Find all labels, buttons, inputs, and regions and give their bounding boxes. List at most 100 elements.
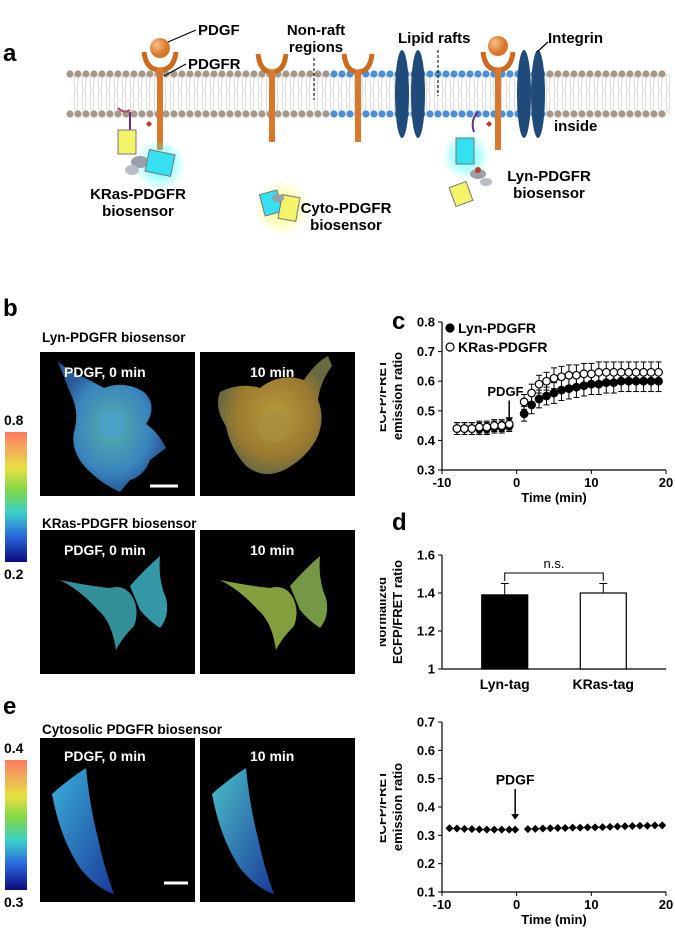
cyto-image-0min: PDGF, 0 min [40, 738, 195, 902]
data-point-kras [542, 376, 551, 386]
lipid-head [114, 70, 122, 78]
lipid-head [610, 70, 618, 78]
lipid-head [634, 110, 642, 118]
y-axis-label-line1: Normalized [380, 577, 389, 647]
lipid-head [378, 70, 386, 78]
lipid-head [242, 70, 250, 78]
lipid-head [594, 110, 602, 118]
data-point-lyn [654, 376, 663, 386]
panel-label-b: b [3, 295, 18, 322]
y-tick-label: 0.2 [417, 856, 435, 871]
lipid-head [474, 110, 482, 118]
lipid-head [642, 70, 650, 78]
lipid-head [586, 70, 594, 78]
lipid-head [306, 70, 314, 78]
x-tick-label: -10 [433, 475, 452, 490]
label-cyto-line2: biosensor [310, 217, 382, 234]
lipid-head [322, 110, 330, 118]
data-point [546, 824, 555, 833]
lipid-head [346, 110, 354, 118]
data-point-kras [579, 369, 589, 379]
y-tick-label: 1.6 [417, 548, 435, 563]
lipid-head [66, 110, 74, 118]
label-pdgf: PDGF [198, 22, 240, 39]
label-kras-line1: KRas-PDGFR [90, 186, 186, 203]
lipid-head [602, 70, 610, 78]
lipid-head [386, 110, 394, 118]
data-point [511, 825, 520, 834]
lipid-heads-bottom [66, 110, 666, 118]
data-point-lyn [601, 378, 611, 388]
lipid-head [338, 70, 346, 78]
lipid-head [114, 110, 122, 118]
lipid-head [330, 110, 338, 118]
label-inside: inside [554, 118, 598, 135]
lipid-head [90, 110, 98, 118]
lipid-head [554, 70, 562, 78]
lipid-head [546, 70, 554, 78]
cyto-0min-label: PDGF, 0 min [64, 748, 146, 764]
x-category-label: Lyn-tag [480, 676, 530, 692]
lipid-head [634, 70, 642, 78]
lipid-head [98, 110, 106, 118]
data-point-kras [519, 397, 529, 407]
lipid-head [466, 110, 474, 118]
lipid-head [314, 70, 322, 78]
lipid-head [130, 110, 138, 118]
data-point-lyn [542, 391, 551, 401]
lipid-head [482, 70, 490, 78]
data-point-kras [497, 421, 507, 430]
y-tick-label: 0.3 [417, 828, 435, 843]
label-integrin: Integrin [548, 30, 603, 47]
pdgf-ligand-icon [150, 38, 170, 58]
pdgf-annotation: PDGF [487, 384, 523, 399]
lipid-head [138, 110, 146, 118]
data-point-lyn [564, 384, 574, 393]
data-point-lyn [616, 376, 626, 386]
data-point [628, 821, 637, 830]
lipid-head [586, 110, 594, 118]
lipid-head [554, 110, 562, 118]
lipid-head [250, 70, 258, 78]
lipid-head [386, 70, 394, 78]
data-point [553, 823, 562, 832]
lipid-head [282, 70, 290, 78]
data-point [445, 824, 454, 833]
data-point-kras [624, 367, 634, 377]
y-tick-label: 0.1 [417, 885, 435, 900]
label-kras-biosensor: KRas-PDGFR biosensor [78, 186, 198, 220]
lipid-head [202, 110, 210, 118]
data-point-lyn [586, 379, 596, 389]
lipid-head [82, 110, 90, 118]
lipid-head [618, 110, 626, 118]
data-point [490, 825, 499, 834]
lipid-head [506, 70, 514, 78]
lipid-head [426, 110, 434, 118]
data-point [598, 823, 607, 832]
lipid-head [82, 70, 90, 78]
data-point-lyn [571, 382, 581, 392]
cfp-icon [455, 137, 475, 165]
y-tick-label: 0.4 [417, 433, 436, 448]
data-point-lyn [557, 385, 566, 395]
lipid-head [106, 70, 114, 78]
x-axis-label: Time (min) [521, 912, 587, 927]
colorbar-e-max: 0.4 [4, 740, 24, 756]
lipid-head [218, 70, 226, 78]
label-cyto-line1: Cyto-PDGFR [300, 200, 392, 217]
data-point-kras [631, 367, 641, 377]
lipid-head [170, 110, 178, 118]
x-tick-label: 10 [584, 475, 598, 490]
data-point-kras [452, 424, 462, 433]
data-point-lyn [594, 379, 604, 389]
lipid-head [658, 110, 666, 118]
y-tick-label: 0.7 [417, 344, 435, 359]
label-cyto-biosensor: Cyto-PDGFR biosensor [296, 200, 396, 234]
y-axis-label: ECFP/FRET emission ratio [380, 352, 405, 440]
data-point [538, 824, 547, 833]
data-point-lyn [631, 376, 641, 386]
lipid-head [546, 110, 554, 118]
lipid-head [442, 110, 450, 118]
data-point [531, 824, 540, 833]
data-point [635, 821, 644, 830]
